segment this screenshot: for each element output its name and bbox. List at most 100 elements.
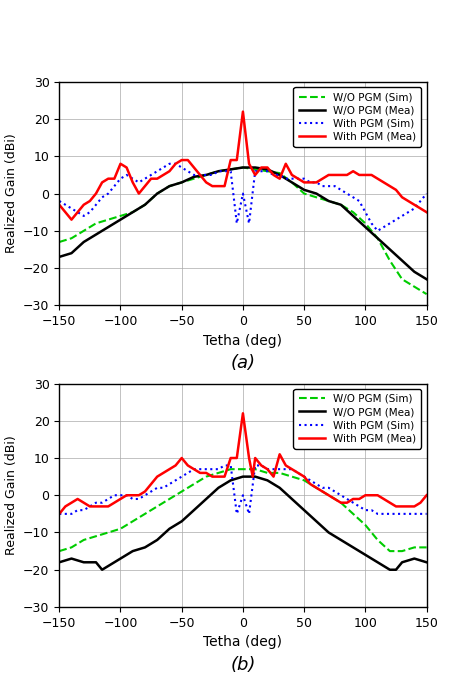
W/O PGM (Mea) xyxy=(411,268,417,276)
W/O PGM (Mea) xyxy=(179,517,184,525)
W/O PGM (Sim) xyxy=(252,465,258,473)
W/O PGM (Mea) xyxy=(81,238,87,246)
Line: With PGM (Mea): With PGM (Mea) xyxy=(59,413,427,514)
W/O PGM (Mea) xyxy=(411,554,417,563)
Legend: W/O PGM (Sim), W/O PGM (Mea), With PGM (Sim), With PGM (Mea): W/O PGM (Sim), W/O PGM (Mea), With PGM (… xyxy=(293,87,421,147)
W/O PGM (Sim) xyxy=(228,165,234,173)
W/O PGM (Mea) xyxy=(363,223,368,231)
W/O PGM (Mea) xyxy=(155,536,160,544)
W/O PGM (Sim) xyxy=(81,226,87,235)
W/O PGM (Mea) xyxy=(111,558,117,566)
W/O PGM (Mea) xyxy=(93,231,99,239)
With PGM (Sim) xyxy=(387,220,392,228)
W/O PGM (Sim) xyxy=(301,476,307,484)
W/O PGM (Mea) xyxy=(240,473,246,481)
W/O PGM (Mea) xyxy=(191,506,197,514)
With PGM (Sim) xyxy=(283,465,289,473)
W/O PGM (Sim) xyxy=(264,167,270,175)
W/O PGM (Sim) xyxy=(338,201,344,209)
W/O PGM (Mea) xyxy=(399,256,405,265)
W/O PGM (Mea) xyxy=(375,558,381,566)
W/O PGM (Sim) xyxy=(69,234,74,242)
W/O PGM (Sim) xyxy=(130,208,136,216)
W/O PGM (Sim) xyxy=(105,216,111,224)
W/O PGM (Mea) xyxy=(289,495,295,503)
W/O PGM (Sim) xyxy=(424,544,429,552)
W/O PGM (Sim) xyxy=(81,536,87,544)
W/O PGM (Mea) xyxy=(191,173,197,181)
W/O PGM (Sim) xyxy=(118,524,123,533)
With PGM (Mea) xyxy=(230,454,236,462)
W/O PGM (Mea) xyxy=(81,558,87,566)
With PGM (Mea) xyxy=(387,182,392,190)
W/O PGM (Sim) xyxy=(301,190,307,198)
W/O PGM (Sim) xyxy=(314,484,319,492)
W/O PGM (Mea) xyxy=(326,197,331,205)
W/O PGM (Sim) xyxy=(399,547,405,555)
W/O PGM (Sim) xyxy=(277,169,283,177)
W/O PGM (Mea) xyxy=(301,186,307,194)
W/O PGM (Sim) xyxy=(179,178,184,186)
W/O PGM (Sim) xyxy=(142,201,148,209)
W/O PGM (Mea) xyxy=(301,506,307,514)
W/O PGM (Sim) xyxy=(216,167,221,175)
W/O PGM (Sim) xyxy=(277,469,283,477)
W/O PGM (Sim) xyxy=(130,517,136,525)
W/O PGM (Mea) xyxy=(326,529,331,537)
W/O PGM (Sim) xyxy=(399,275,405,283)
W/O PGM (Mea) xyxy=(179,178,184,186)
W/O PGM (Mea) xyxy=(56,253,62,261)
W/O PGM (Mea) xyxy=(130,547,136,555)
W/O PGM (Sim) xyxy=(93,220,99,228)
W/O PGM (Sim) xyxy=(387,547,392,555)
W/O PGM (Mea) xyxy=(418,271,423,280)
W/O PGM (Sim) xyxy=(228,465,234,473)
W/O PGM (Mea) xyxy=(264,165,270,173)
Y-axis label: Realized Gain (dBi): Realized Gain (dBi) xyxy=(5,134,18,254)
W/O PGM (Sim) xyxy=(411,544,417,552)
W/O PGM (Sim) xyxy=(93,532,99,540)
Line: W/O PGM (Sim): W/O PGM (Sim) xyxy=(59,469,427,551)
W/O PGM (Mea) xyxy=(216,484,221,492)
W/O PGM (Sim) xyxy=(191,175,197,183)
W/O PGM (Mea) xyxy=(56,558,62,566)
With PGM (Sim) xyxy=(166,160,172,168)
W/O PGM (Sim) xyxy=(289,178,295,186)
W/O PGM (Sim) xyxy=(326,197,331,205)
W/O PGM (Sim) xyxy=(338,499,344,507)
W/O PGM (Sim) xyxy=(350,208,356,216)
W/O PGM (Sim) xyxy=(252,165,258,173)
Line: W/O PGM (Sim): W/O PGM (Sim) xyxy=(59,168,427,294)
With PGM (Mea) xyxy=(69,216,74,224)
Line: W/O PGM (Mea): W/O PGM (Mea) xyxy=(59,168,427,279)
W/O PGM (Sim) xyxy=(240,164,246,172)
W/O PGM (Mea) xyxy=(424,275,429,283)
With PGM (Sim) xyxy=(142,175,148,183)
Line: With PGM (Mea): With PGM (Mea) xyxy=(59,112,427,220)
W/O PGM (Sim) xyxy=(216,469,221,477)
W/O PGM (Mea) xyxy=(338,201,344,209)
W/O PGM (Mea) xyxy=(350,544,356,552)
W/O PGM (Sim) xyxy=(69,544,74,552)
W/O PGM (Sim) xyxy=(289,473,295,481)
W/O PGM (Mea) xyxy=(277,484,283,492)
W/O PGM (Sim) xyxy=(375,234,381,242)
W/O PGM (Mea) xyxy=(105,562,111,570)
With PGM (Mea) xyxy=(240,409,246,417)
W/O PGM (Sim) xyxy=(418,286,423,295)
W/O PGM (Sim) xyxy=(191,480,197,488)
W/O PGM (Mea) xyxy=(289,178,295,186)
W/O PGM (Sim) xyxy=(142,509,148,518)
With PGM (Sim) xyxy=(375,226,381,235)
W/O PGM (Sim) xyxy=(363,220,368,228)
Legend: W/O PGM (Sim), W/O PGM (Mea), With PGM (Sim), With PGM (Mea): W/O PGM (Sim), W/O PGM (Mea), With PGM (… xyxy=(293,389,421,449)
W/O PGM (Sim) xyxy=(314,193,319,201)
Line: W/O PGM (Mea): W/O PGM (Mea) xyxy=(59,477,427,569)
W/O PGM (Mea) xyxy=(155,190,160,198)
With PGM (Sim) xyxy=(56,197,62,205)
W/O PGM (Mea) xyxy=(69,554,74,563)
W/O PGM (Sim) xyxy=(105,529,111,537)
W/O PGM (Mea) xyxy=(424,558,429,566)
Text: (b): (b) xyxy=(230,656,255,674)
W/O PGM (Mea) xyxy=(130,208,136,216)
